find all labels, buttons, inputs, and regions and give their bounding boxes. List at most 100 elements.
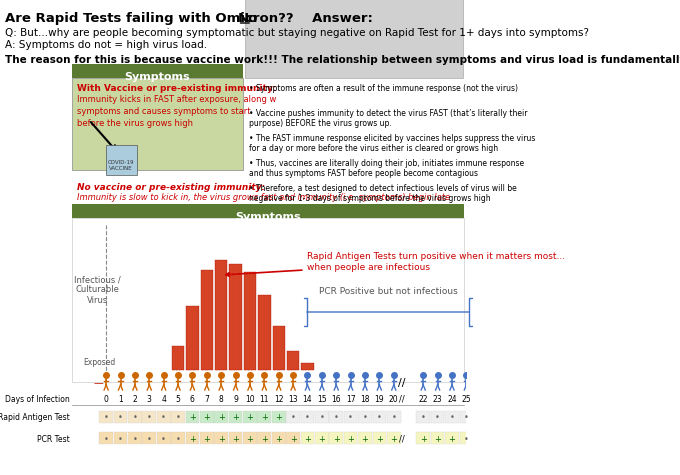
Text: PCR Positive but not infectious: PCR Positive but not infectious [318, 287, 458, 296]
Bar [215, 259, 227, 370]
Text: Rapid Antigen Test: Rapid Antigen Test [0, 414, 70, 422]
Bar [329, 411, 343, 423]
Bar [214, 411, 228, 423]
Text: +: + [218, 435, 224, 444]
Text: 23: 23 [432, 395, 443, 403]
Text: 24: 24 [447, 395, 457, 403]
Bar [171, 411, 185, 423]
Bar [106, 145, 137, 175]
Text: +: + [318, 435, 325, 444]
Text: •: • [118, 414, 123, 422]
Bar [344, 432, 358, 444]
Text: +: + [203, 435, 210, 444]
Text: 3: 3 [147, 395, 152, 403]
Text: Q: But...why are people becoming symptomatic but staying negative on Rapid Test : Q: But...why are people becoming symptom… [5, 28, 590, 38]
Text: 18: 18 [360, 395, 370, 403]
Text: 15: 15 [317, 395, 326, 403]
Text: +: + [218, 414, 224, 422]
Bar [344, 411, 358, 423]
Bar [460, 432, 473, 444]
Text: 2: 2 [133, 395, 137, 403]
Bar [229, 264, 242, 370]
Text: +: + [189, 435, 196, 444]
Bar [430, 411, 445, 423]
Text: COVID-19
VACCINE: COVID-19 VACCINE [108, 160, 135, 171]
Text: +: + [261, 435, 268, 444]
Text: 9: 9 [233, 395, 238, 403]
Text: •: • [435, 414, 440, 422]
Text: •: • [147, 435, 152, 444]
Text: 7: 7 [205, 395, 209, 403]
Text: Rapid Antigen Tests turn positive when it matters most...
when people are infect: Rapid Antigen Tests turn positive when i… [226, 252, 566, 276]
Bar [142, 411, 156, 423]
Text: •: • [362, 414, 367, 422]
Text: •: • [133, 435, 137, 444]
Text: +: + [304, 435, 311, 444]
Bar [172, 346, 184, 370]
Bar [186, 306, 199, 370]
Bar [301, 411, 314, 423]
Bar [128, 411, 141, 423]
Text: •: • [334, 414, 339, 422]
Text: +: + [261, 414, 268, 422]
Text: •: • [449, 414, 454, 422]
Text: Symptoms: Symptoms [124, 72, 190, 82]
Bar [358, 432, 372, 444]
Text: 10: 10 [245, 395, 255, 403]
Bar [186, 432, 199, 444]
Text: •: • [118, 435, 123, 444]
Bar [72, 78, 243, 170]
Text: •: • [104, 435, 109, 444]
Text: 12: 12 [274, 395, 284, 403]
Bar [286, 411, 300, 423]
Text: •: • [175, 435, 180, 444]
Text: The reason for this is because vaccine work!!! The relationship between symptoms: The reason for this is because vaccine w… [5, 55, 680, 65]
Bar [430, 432, 445, 444]
Bar [301, 363, 313, 370]
Text: •: • [320, 414, 324, 422]
Bar [416, 432, 430, 444]
Bar [258, 411, 271, 423]
Bar [286, 432, 300, 444]
Bar [245, 0, 463, 78]
Text: • The FAST immune response elicited by vaccines helps suppress the virus
for a d: • The FAST immune response elicited by v… [249, 134, 535, 153]
Bar [315, 411, 328, 423]
Text: +: + [232, 435, 239, 444]
Bar [243, 411, 257, 423]
Bar [416, 411, 430, 423]
Text: No: No [237, 12, 258, 25]
Text: Symptoms: Symptoms [235, 211, 301, 221]
Text: No vaccine or pre-existing immunity:: No vaccine or pre-existing immunity: [77, 183, 265, 192]
Text: 6: 6 [190, 395, 195, 403]
Text: 25: 25 [462, 395, 471, 403]
Text: +: + [203, 414, 210, 422]
Text: +: + [449, 435, 456, 444]
Text: 16: 16 [331, 395, 341, 403]
Bar [243, 432, 257, 444]
Bar [358, 411, 372, 423]
Text: •: • [377, 414, 382, 422]
Bar [373, 411, 386, 423]
Bar [200, 411, 214, 423]
Bar [99, 411, 113, 423]
Text: •: • [464, 414, 469, 422]
Bar [171, 432, 185, 444]
Bar [72, 64, 243, 78]
Text: Immunity kicks in FAST after exposure, along w
symptoms and causes symptoms to s: Immunity kicks in FAST after exposure, a… [77, 95, 276, 128]
Text: •: • [348, 414, 353, 422]
Bar [258, 295, 271, 370]
Bar [373, 432, 386, 444]
Text: +: + [390, 435, 397, 444]
Text: +: + [347, 435, 354, 444]
Text: +: + [275, 414, 282, 422]
Text: +: + [232, 414, 239, 422]
Bar [214, 432, 228, 444]
Text: •: • [290, 414, 296, 422]
Text: •: • [104, 414, 109, 422]
Text: 19: 19 [375, 395, 384, 403]
Bar [445, 432, 459, 444]
Bar [445, 411, 459, 423]
Bar [157, 411, 171, 423]
Text: +: + [275, 435, 282, 444]
Text: •: • [391, 414, 396, 422]
